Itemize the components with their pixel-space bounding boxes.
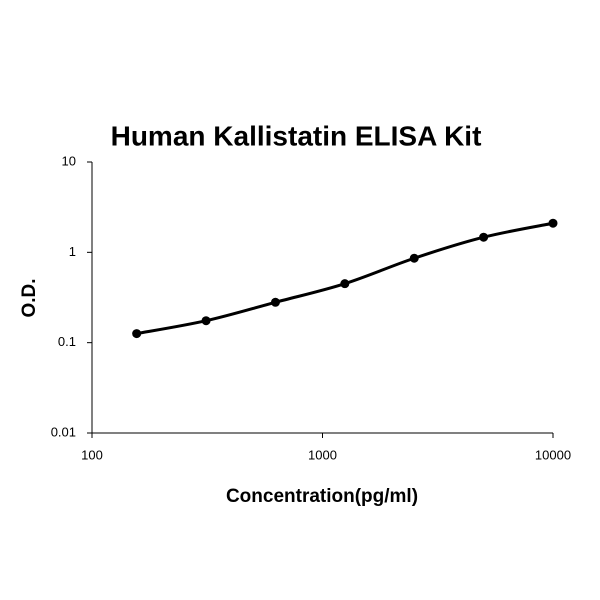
chart-title: Human Kallistatin ELISA Kit: [111, 120, 482, 151]
point: [201, 316, 211, 326]
x-tick-label: 1000: [308, 447, 337, 462]
point: [479, 232, 489, 242]
y-tick-label: 0.1: [58, 334, 76, 349]
point: [270, 297, 280, 307]
x-tick-label: 100: [81, 447, 103, 462]
y-tick-label: 10: [62, 153, 76, 168]
point: [340, 279, 350, 289]
x-tick-label: 10000: [535, 447, 571, 462]
y-axis-label: O.D.: [19, 278, 40, 317]
x-axis-label: Concentration(pg/ml): [226, 486, 418, 507]
point: [409, 253, 419, 263]
y-tick-label: 0.01: [51, 424, 76, 439]
y-tick-label: 1: [69, 244, 76, 259]
point: [132, 329, 142, 339]
point: [548, 218, 558, 228]
